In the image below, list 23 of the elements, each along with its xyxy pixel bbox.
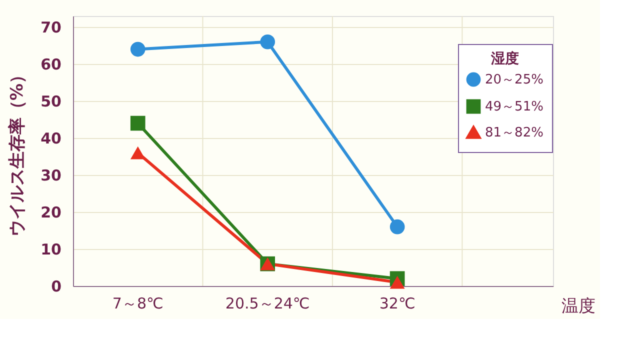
y-tick-label: 10	[40, 240, 62, 259]
point	[390, 276, 405, 289]
legend-title: 湿度	[490, 50, 519, 67]
x-axis-title: 温度	[562, 296, 596, 316]
y-tick-label: 60	[40, 56, 62, 74]
legend-label: 20～25%	[485, 72, 544, 88]
y-tick-label: 70	[40, 18, 62, 37]
y-axis-title: ウイルス生存率（%）	[8, 66, 28, 237]
y-tick-label: 30	[40, 166, 62, 185]
point	[130, 116, 146, 131]
point	[130, 146, 146, 160]
point	[260, 34, 276, 50]
point	[130, 42, 146, 57]
x-tick-label: 20.5～24℃	[225, 294, 310, 312]
legend-label: 49～51%	[485, 100, 544, 114]
y-tick-label: 40	[40, 130, 62, 148]
y-tick-label: 0	[51, 278, 62, 296]
x-tick-label: 32℃	[379, 294, 416, 312]
y-tick-label: 20	[40, 204, 62, 222]
x-tick-label: 7～8℃	[112, 294, 164, 312]
y-tick-label: 50	[40, 92, 62, 111]
point	[390, 219, 405, 234]
legend-label: 81～82%	[485, 126, 544, 140]
